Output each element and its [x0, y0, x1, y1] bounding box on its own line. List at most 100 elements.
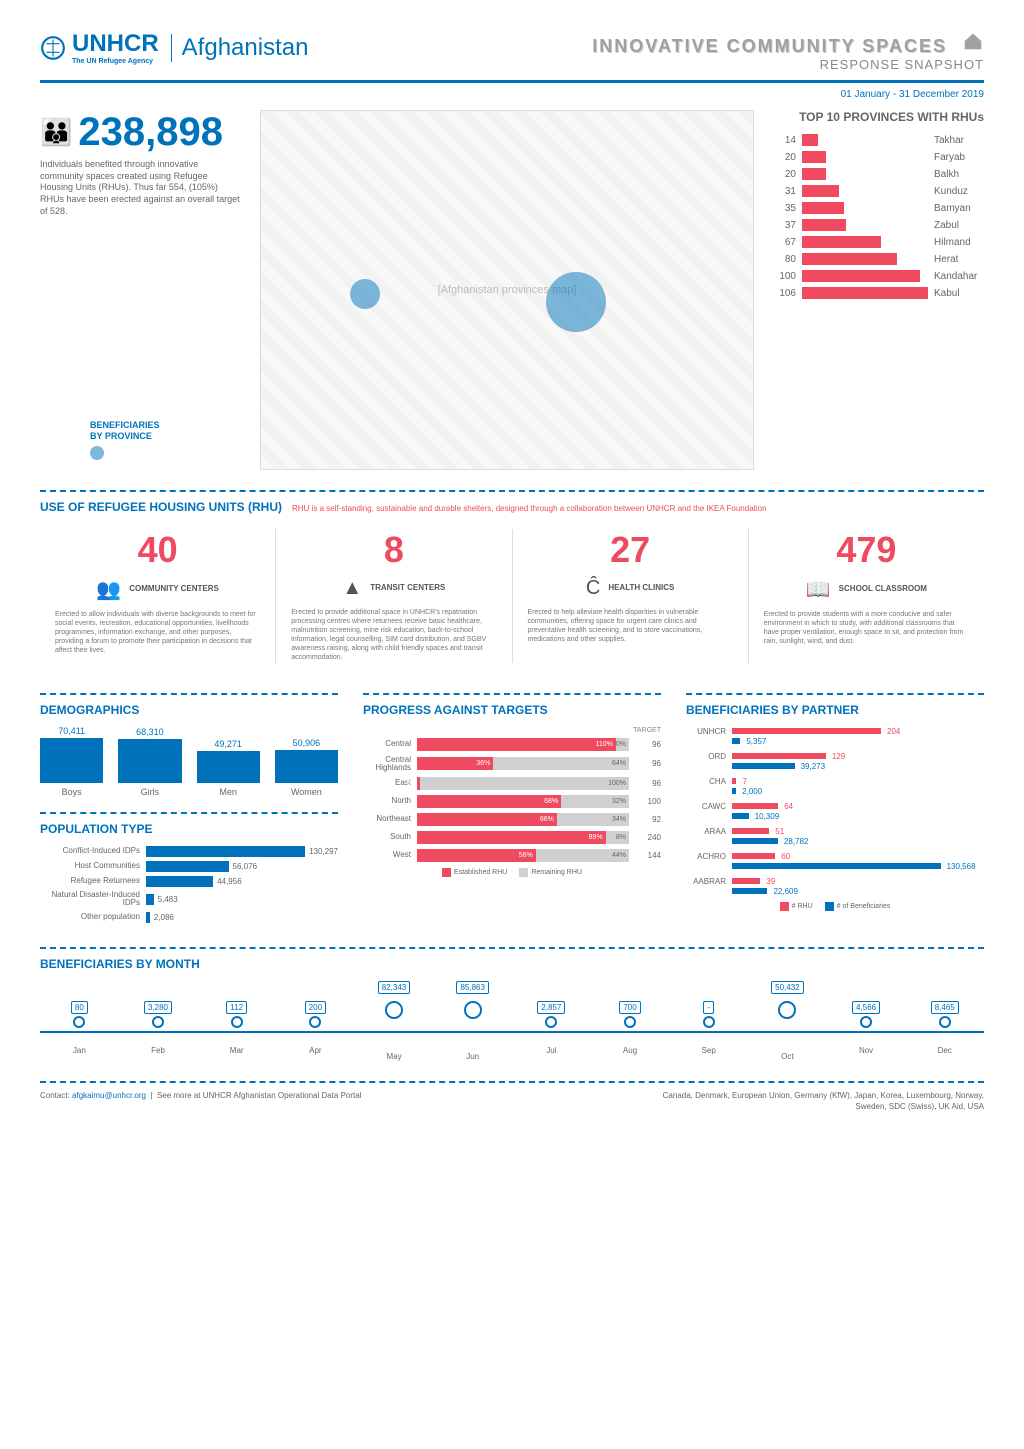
legend-remaining: Remaining RHU [519, 868, 582, 877]
progress-remain: 8% [606, 831, 629, 844]
province-value: 67 [774, 237, 796, 248]
rhu-number: 8 [291, 529, 496, 571]
demo-label: Boys [40, 787, 103, 797]
months-title: BENEFICIARIES BY MONTH [40, 947, 984, 971]
rhu-title-text: USE OF REFUGEE HOUSING UNITS (RHU) [40, 500, 282, 514]
month-value: 200 [305, 1001, 326, 1014]
month-marker [939, 1016, 951, 1028]
months-section: BENEFICIARIES BY MONTH 80 Jan 3,280 Feb … [40, 947, 984, 1061]
rhu-number: 479 [764, 529, 969, 571]
partner-ben: 28,782 [784, 837, 808, 846]
month-point: 700 Aug [591, 997, 670, 1061]
month-label: Feb [119, 1046, 198, 1055]
map-bubble-small [350, 279, 380, 309]
rhu-number: 27 [528, 529, 733, 571]
province-name: Faryab [934, 152, 984, 163]
pop-value: 130,297 [309, 847, 338, 856]
map-legend: BENEFICIARIES BY PROVINCE [90, 420, 160, 460]
population-row: Conflict-Induced IDPs 130,297 [40, 846, 338, 857]
month-point: - Sep [669, 997, 748, 1061]
partner-ben: 130,568 [947, 862, 976, 871]
province-row: 35 Bamyan [774, 202, 984, 214]
rhu-icon: 📖 [806, 577, 831, 602]
rhu-card: 479 📖 SCHOOL CLASSROOM Erected to provid… [749, 529, 984, 663]
month-marker [309, 1016, 321, 1028]
rhu-card: 8 ▲ TRANSIT CENTERS Erected to provide a… [276, 529, 512, 663]
house-icon [962, 30, 984, 57]
org-name: UNHCR [72, 30, 159, 58]
demographics-chart: 70,411 Boys 68,310 Girls 49,271 Men 50,9… [40, 727, 338, 797]
month-point: 50,432 Oct [748, 997, 827, 1061]
partner-rhu: 51 [775, 827, 784, 836]
province-row: 100 Kandahar [774, 270, 984, 282]
progress-row: Northeast 66% 34% 92 [363, 813, 661, 826]
legend-established: Established RHU [442, 868, 507, 877]
partner-row: CAWC 64 10,309 [686, 802, 984, 821]
demo-bar: 68,310 Girls [118, 727, 181, 797]
partner-row: ARAA 51 28,782 [686, 827, 984, 846]
progress-row: Central Highlands 36% 64% 96 [363, 756, 661, 772]
pop-value: 2,086 [154, 913, 174, 922]
partners-chart: UNHCR 204 5,357 ORD 129 39,273 C [686, 727, 984, 896]
rhu-type: COMMUNITY CENTERS [129, 585, 219, 594]
unhcr-logo: UNHCR The UN Refugee Agency [40, 30, 159, 65]
province-name: Bamyan [934, 203, 984, 214]
partner-row: CHA 7 2,000 [686, 777, 984, 796]
month-marker [385, 1001, 403, 1019]
month-marker [464, 1001, 482, 1019]
month-label: May [355, 1052, 434, 1061]
month-value: 82,343 [378, 981, 410, 994]
month-marker [545, 1016, 557, 1028]
month-value: 85,863 [456, 981, 488, 994]
month-label: Nov [827, 1046, 906, 1055]
population-row: Other population 2,086 [40, 912, 338, 923]
province-value: 100 [774, 271, 796, 282]
province-value: 20 [774, 169, 796, 180]
partner-name: CAWC [686, 802, 726, 811]
unhcr-icon [40, 35, 66, 61]
region-label: South [363, 833, 411, 841]
top10-provinces: TOP 10 PROVINCES WITH RHUs 14 Takhar 20 … [774, 110, 984, 470]
progress-title: PROGRESS AGAINST TARGETS [363, 693, 661, 717]
org-sub: The UN Refugee Agency [72, 58, 159, 65]
month-point: 112 Mar [197, 997, 276, 1061]
partner-rhu: 64 [784, 802, 793, 811]
portal-link[interactable]: See more at UNHCR Afghanistan Operationa… [157, 1091, 362, 1100]
province-name: Zabul [934, 220, 984, 231]
progress-chart: Central 110% 0% 96 Central Highlands 36%… [363, 738, 661, 862]
legend-rhu: # RHU [780, 902, 813, 911]
province-value: 35 [774, 203, 796, 214]
progress-target: 144 [635, 851, 661, 860]
progress-remain: 100% [420, 777, 629, 790]
partner-row: ACHRO 60 130,568 [686, 852, 984, 871]
progress-remain: 34% [557, 813, 629, 826]
title-text: INNOVATIVE COMMUNITY SPACES [592, 36, 947, 56]
month-marker [860, 1016, 872, 1028]
rhu-section-title: USE OF REFUGEE HOUSING UNITS (RHU) RHU i… [40, 490, 984, 514]
month-point: 2,857 Jul [512, 997, 591, 1061]
period: 01 January - 31 December 2019 [40, 89, 984, 100]
headline-number: 👪 238,898 [40, 110, 240, 155]
map-bubble-large [546, 272, 606, 332]
demo-value: 50,906 [275, 738, 338, 748]
rhu-desc: Erected to allow individuals with divers… [55, 610, 260, 655]
progress-remain: 32% [561, 795, 629, 808]
progress-pct: 89% [417, 831, 606, 844]
month-marker [703, 1016, 715, 1028]
demo-value: 68,310 [118, 727, 181, 737]
partner-rhu: 204 [887, 727, 900, 736]
demo-label: Girls [118, 787, 181, 797]
province-row: 106 Kabul [774, 287, 984, 299]
progress-target: 240 [635, 833, 661, 842]
population-row: Natural Disaster-Induced IDPs 5,483 [40, 891, 338, 909]
progress-pct: 110% [417, 738, 616, 751]
rhu-number: 40 [55, 529, 260, 571]
province-name: Hilmand [934, 237, 984, 248]
footer: Contact: afgkaimu@unhcr.org | See more a… [40, 1081, 984, 1112]
rhu-type: TRANSIT CENTERS [370, 584, 445, 593]
province-value: 80 [774, 254, 796, 265]
rhu-card: 40 👥 COMMUNITY CENTERS Erected to allow … [40, 529, 276, 663]
logo-block: UNHCR The UN Refugee Agency Afghanistan [40, 30, 308, 65]
contact-email[interactable]: afgkaimu@unhcr.org [72, 1091, 146, 1100]
subtitle: RESPONSE SNAPSHOT [592, 57, 984, 72]
